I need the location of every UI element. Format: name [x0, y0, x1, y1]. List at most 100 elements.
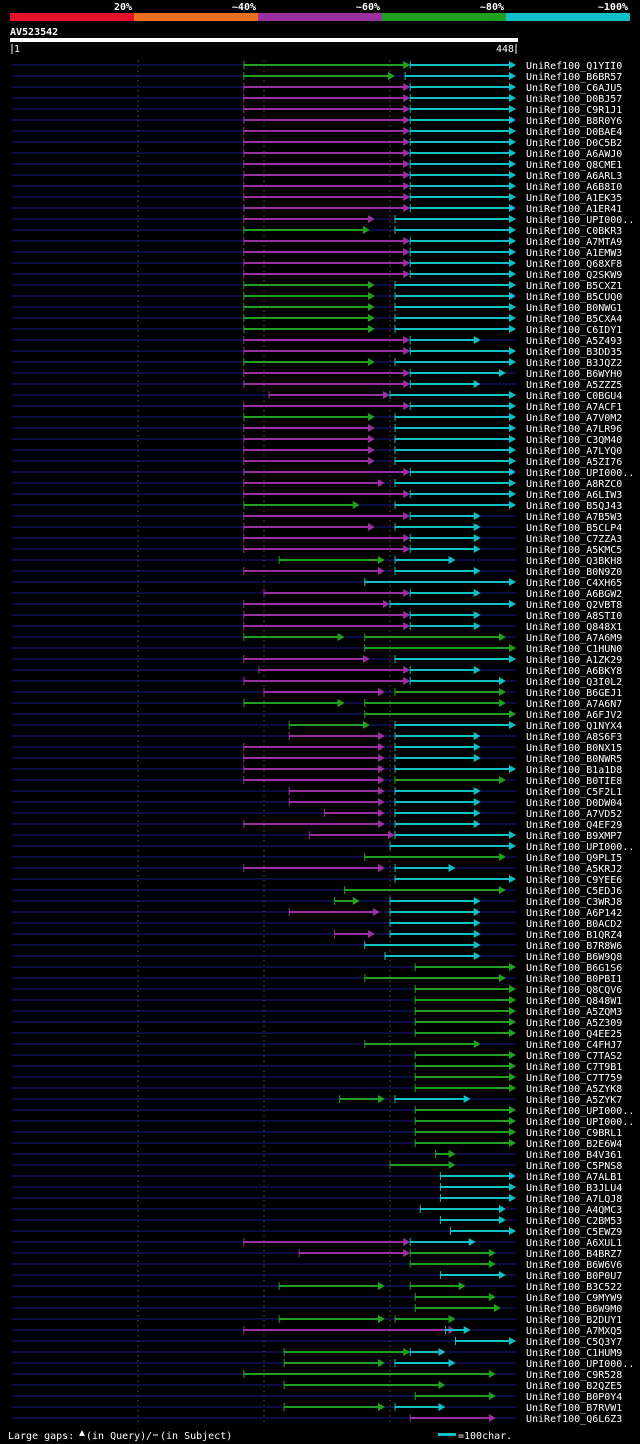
- hit-row[interactable]: UniRef100_A8RZC0: [12, 479, 622, 490]
- hit-row[interactable]: UniRef100_B3JLU4: [12, 1183, 622, 1194]
- hit-label[interactable]: UniRef100_C0BKR3: [526, 226, 622, 237]
- hit-label[interactable]: UniRef100_B5CUQ0: [526, 292, 622, 303]
- hit-row[interactable]: UniRef100_C4FHJ7: [12, 1040, 622, 1051]
- hit-row[interactable]: UniRef100_A5Z493: [12, 336, 622, 347]
- hit-label[interactable]: UniRef100_B7R8W6: [526, 941, 622, 952]
- hit-label[interactable]: UniRef100_A8STI0: [526, 611, 622, 622]
- hit-row[interactable]: UniRef100_Q8CQV6: [12, 985, 622, 996]
- hit-row[interactable]: UniRef100_C1HUN0: [12, 644, 622, 655]
- hit-label[interactable]: UniRef100_Q2VBT8: [526, 600, 622, 611]
- hit-label[interactable]: UniRef100_C9YEE6: [526, 875, 622, 886]
- hit-row[interactable]: UniRef100_B3DD35: [12, 347, 622, 358]
- hit-label[interactable]: UniRef100_A7VD52: [526, 809, 622, 820]
- hit-row[interactable]: UniRef100_C9YEE6: [12, 875, 622, 886]
- hit-label[interactable]: UniRef100_A4QMC3: [526, 1205, 622, 1216]
- hit-row[interactable]: UniRef100_A1EK35: [12, 193, 622, 204]
- hit-row[interactable]: UniRef100_C5F2L1: [12, 787, 622, 798]
- hit-row[interactable]: UniRef100_A1ZK29: [12, 655, 622, 666]
- hit-label[interactable]: UniRef100_B0ACD2: [526, 919, 622, 930]
- hit-label[interactable]: UniRef100_A7LR96: [526, 424, 622, 435]
- hit-label[interactable]: UniRef100_B6WYH0: [526, 369, 622, 380]
- hit-row[interactable]: UniRef100_B8R0Y6: [12, 116, 622, 127]
- hit-label[interactable]: UniRef100_A7A6M9: [526, 633, 622, 644]
- hit-row[interactable]: UniRef100_A6LIW3: [12, 490, 622, 501]
- hit-label[interactable]: UniRef100_B6W9M0: [526, 1304, 622, 1315]
- hit-row[interactable]: UniRef100_UPI000..: [12, 1359, 634, 1370]
- hit-row[interactable]: UniRef100_A7LYQ0: [12, 446, 622, 457]
- hit-row[interactable]: UniRef100_A4QMC3: [12, 1205, 622, 1216]
- hit-label[interactable]: UniRef100_Q4EE25: [526, 1029, 622, 1040]
- hit-label[interactable]: UniRef100_B2DUY1: [526, 1315, 622, 1326]
- hit-row[interactable]: UniRef100_A6XUL1: [12, 1238, 622, 1249]
- hit-label[interactable]: UniRef100_A7LYQ0: [526, 446, 622, 457]
- hit-label[interactable]: UniRef100_C7TAS2: [526, 1051, 622, 1062]
- hit-row[interactable]: UniRef100_C0BGU4: [12, 391, 622, 402]
- hit-row[interactable]: UniRef100_C2BM53: [12, 1216, 622, 1227]
- hit-label[interactable]: UniRef100_Q8CME1: [526, 160, 622, 171]
- hit-row[interactable]: UniRef100_B5CUQ0: [12, 292, 622, 303]
- hit-row[interactable]: UniRef100_B2DUY1: [12, 1315, 622, 1326]
- hit-row[interactable]: UniRef100_UPI000..: [12, 215, 634, 226]
- hit-label[interactable]: UniRef100_Q68XF8: [526, 259, 622, 270]
- hit-row[interactable]: UniRef100_B0ACD2: [12, 919, 622, 930]
- hit-label[interactable]: UniRef100_Q4EF29: [526, 820, 622, 831]
- hit-label[interactable]: UniRef100_B8R0Y6: [526, 116, 622, 127]
- hit-label[interactable]: UniRef100_B3JQZ2: [526, 358, 622, 369]
- hit-row[interactable]: UniRef100_C9MYW9: [12, 1293, 622, 1304]
- hit-label[interactable]: UniRef100_A6XUL1: [526, 1238, 622, 1249]
- hit-label[interactable]: UniRef100_Q3I0L2: [526, 677, 622, 688]
- hit-label[interactable]: UniRef100_B0N9Z0: [526, 567, 622, 578]
- hit-row[interactable]: UniRef100_A6BGW2: [12, 589, 622, 600]
- hit-row[interactable]: UniRef100_B0P0Y4: [12, 1392, 622, 1403]
- hit-row[interactable]: UniRef100_A1ER41: [12, 204, 622, 215]
- hit-label[interactable]: UniRef100_B4BRZ7: [526, 1249, 622, 1260]
- hit-row[interactable]: UniRef100_A6FJV2: [12, 710, 622, 721]
- hit-row[interactable]: UniRef100_B3C522: [12, 1282, 622, 1293]
- hit-row[interactable]: UniRef100_B0N9Z0: [12, 567, 622, 578]
- hit-row[interactable]: UniRef100_B4BRZ7: [12, 1249, 622, 1260]
- hit-row[interactable]: UniRef100_C9R528: [12, 1370, 622, 1381]
- hit-row[interactable]: UniRef100_D0DW04: [12, 798, 622, 809]
- hit-row[interactable]: UniRef100_B0NWG1: [12, 303, 622, 314]
- hit-row[interactable]: UniRef100_B9XMP7: [12, 831, 622, 842]
- hit-label[interactable]: UniRef100_C1HUN0: [526, 644, 622, 655]
- hit-row[interactable]: UniRef100_C9BRL1: [12, 1128, 622, 1139]
- hit-label[interactable]: UniRef100_C9MYW9: [526, 1293, 622, 1304]
- hit-row[interactable]: UniRef100_A5ZYK7: [12, 1095, 622, 1106]
- hit-row[interactable]: UniRef100_C5EDJ6: [12, 886, 622, 897]
- hit-label[interactable]: UniRef100_B5CXA4: [526, 314, 622, 325]
- hit-label[interactable]: UniRef100_Q1YII0: [526, 61, 622, 72]
- hit-row[interactable]: UniRef100_B0P0U7: [12, 1271, 622, 1282]
- hit-label[interactable]: UniRef100_A5ZI76: [526, 457, 622, 468]
- hit-row[interactable]: UniRef100_B1a1D8: [12, 765, 622, 776]
- hit-label[interactable]: UniRef100_A5ZYK7: [526, 1095, 622, 1106]
- hit-label[interactable]: UniRef100_B3DD35: [526, 347, 622, 358]
- hit-row[interactable]: UniRef100_Q68XF8: [12, 259, 622, 270]
- hit-label[interactable]: UniRef100_B6G1S6: [526, 963, 622, 974]
- hit-label[interactable]: UniRef100_B4V361: [526, 1150, 622, 1161]
- hit-row[interactable]: UniRef100_D0BAE4: [12, 127, 622, 138]
- hit-label[interactable]: UniRef100_B0TIE8: [526, 776, 622, 787]
- hit-label[interactable]: UniRef100_C4FHJ7: [526, 1040, 622, 1051]
- hit-label[interactable]: UniRef100_C3QM40: [526, 435, 622, 446]
- hit-label[interactable]: UniRef100_Q848X1: [526, 622, 622, 633]
- hit-row[interactable]: UniRef100_Q848X1: [12, 622, 622, 633]
- hit-row[interactable]: UniRef100_B0NX15: [12, 743, 622, 754]
- hit-row[interactable]: UniRef100_B7RVW1: [12, 1403, 622, 1414]
- hit-row[interactable]: UniRef100_B6W6V6: [12, 1260, 622, 1271]
- hit-row[interactable]: UniRef100_A5ZQM3: [12, 1007, 622, 1018]
- hit-row[interactable]: UniRef100_Q848W1: [12, 996, 622, 1007]
- hit-label[interactable]: UniRef100_B6W6V6: [526, 1260, 622, 1271]
- hit-label[interactable]: UniRef100_C9R528: [526, 1370, 622, 1381]
- hit-row[interactable]: UniRef100_C5PNS8: [12, 1161, 622, 1172]
- hit-row[interactable]: UniRef100_Q6L6Z3: [12, 1414, 622, 1425]
- hit-label[interactable]: UniRef100_A8RZC0: [526, 479, 622, 490]
- hit-row[interactable]: UniRef100_A7LR96: [12, 424, 622, 435]
- hit-row[interactable]: UniRef100_B3JQZ2: [12, 358, 622, 369]
- hit-row[interactable]: UniRef100_C1HUM9: [12, 1348, 622, 1359]
- hit-row[interactable]: UniRef100_A7VD52: [12, 809, 622, 820]
- hit-row[interactable]: UniRef100_A5ZYK8: [12, 1084, 622, 1095]
- hit-row[interactable]: UniRef100_B2QZE5: [12, 1381, 622, 1392]
- hit-label[interactable]: UniRef100_D0BJ57: [526, 94, 622, 105]
- hit-label[interactable]: UniRef100_B0NWR5: [526, 754, 622, 765]
